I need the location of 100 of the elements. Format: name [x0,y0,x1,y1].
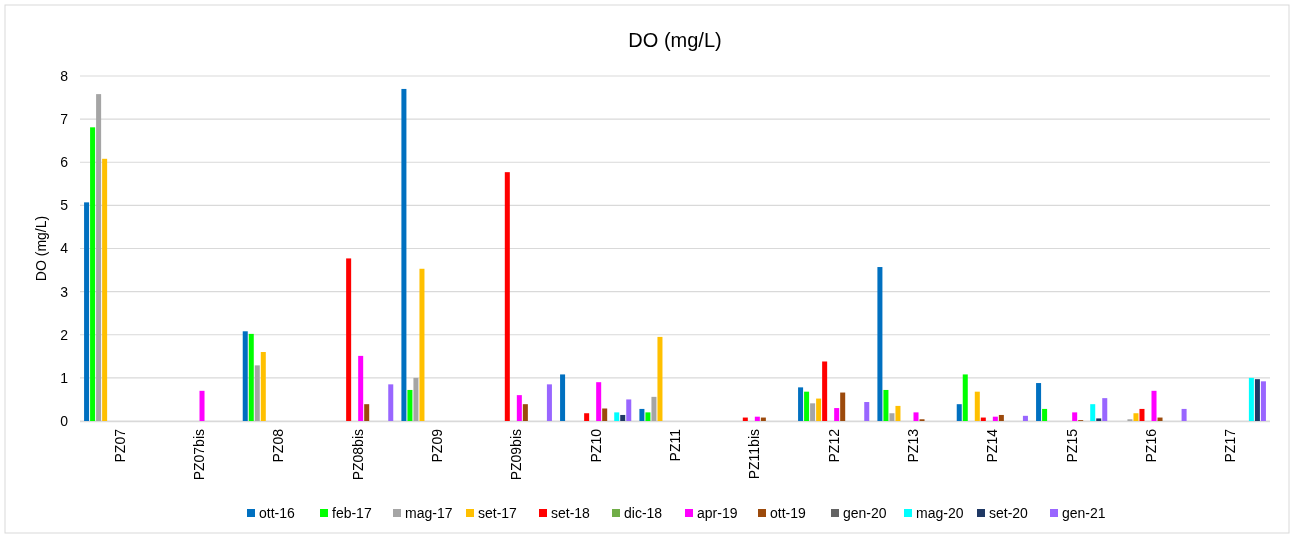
x-tick-label: PZ16 [1142,428,1159,463]
bar [816,398,822,421]
bar [883,389,889,421]
y-tick-label: 4 [60,240,69,257]
bar [657,336,663,421]
bar [1042,408,1048,421]
bar [1151,390,1157,421]
x-tick-label: PZ13 [904,428,921,463]
x-tick-label: PZ07bis [190,429,207,481]
bar [199,390,205,421]
bar [364,404,370,421]
y-tick-label: 0 [60,412,69,429]
bar [974,391,980,421]
y-tick-label: 2 [60,326,69,343]
bar [998,414,1004,421]
y-tick-label: 6 [60,154,69,171]
bar [1260,381,1266,421]
bar [96,94,102,421]
y-tick-label: 3 [60,283,69,300]
legend-label: dic-18 [624,505,663,521]
legend-label: mag-20 [916,505,964,521]
bar [358,355,364,421]
y-axis-title: DO (mg/L) [33,215,49,282]
x-tick-label: PZ14 [984,428,1001,463]
bar [248,333,254,421]
x-tick-label: PZ09 [428,428,445,463]
x-tick-label: PZ09bis [508,429,525,481]
y-tick-label: 7 [60,111,69,128]
bar [1036,383,1042,421]
bar [407,389,413,421]
bar [388,384,394,421]
bar [754,416,760,421]
bar [346,258,352,421]
bar [1181,408,1187,421]
bar [992,416,998,421]
bar [413,377,419,421]
bar [602,408,608,421]
bar [1254,379,1260,421]
x-tick-label: PZ17 [1222,428,1239,463]
bar [895,405,901,421]
bar [834,408,840,421]
chart-title: DO (mg/L) [628,29,722,51]
bar [889,413,895,421]
bar [1139,408,1145,421]
bar [798,387,804,421]
bar [810,403,816,421]
bar [90,127,96,421]
bar [1102,398,1108,421]
x-tick-label: PZ11bis [746,429,763,480]
bar [260,352,266,421]
bar [626,399,632,421]
legend-label: set-17 [478,505,518,521]
y-tick-label: 1 [60,369,69,386]
x-tick-label: PZ11 [666,428,683,462]
bar [956,404,962,421]
bar [913,412,919,421]
bar [620,414,626,421]
legend-label: ott-16 [259,505,296,521]
bar [804,391,810,421]
bar [84,202,90,421]
bar [596,382,602,421]
bar [102,158,108,421]
legend-label: ott-19 [770,505,807,521]
bar [614,412,620,421]
bar [560,374,566,421]
bar [651,396,657,421]
bar [401,88,407,421]
x-tick-label: PZ08bis [349,429,366,481]
legend-label: mag-17 [405,505,453,521]
bar [419,268,425,421]
bar [840,392,846,421]
legend-label: set-18 [551,505,591,521]
bar [822,361,828,421]
bar [242,331,248,421]
bar [516,395,522,421]
bar [864,402,870,421]
bar [877,267,883,421]
bar [584,413,590,421]
x-tick-label: PZ08 [270,428,287,463]
legend-label: apr-19 [697,505,738,521]
bar [504,172,510,421]
legend-label: gen-21 [1062,505,1106,521]
legend-label: feb-17 [332,505,372,521]
bar [1096,418,1102,421]
x-tick-label: PZ15 [1063,428,1080,463]
x-tick-label: PZ12 [825,428,842,463]
y-tick-label: 8 [60,67,69,84]
bar [639,408,645,421]
legend-label: set-20 [989,505,1029,521]
bar [1072,412,1078,421]
bar [1133,413,1139,421]
bar [522,404,528,421]
bar [1248,377,1254,421]
bar [1090,404,1096,421]
bar [1022,415,1028,421]
bar [962,374,968,421]
x-tick-label: PZ07 [111,428,128,463]
x-tick-label: PZ10 [587,428,604,463]
bar [645,412,651,421]
bar [546,384,552,421]
